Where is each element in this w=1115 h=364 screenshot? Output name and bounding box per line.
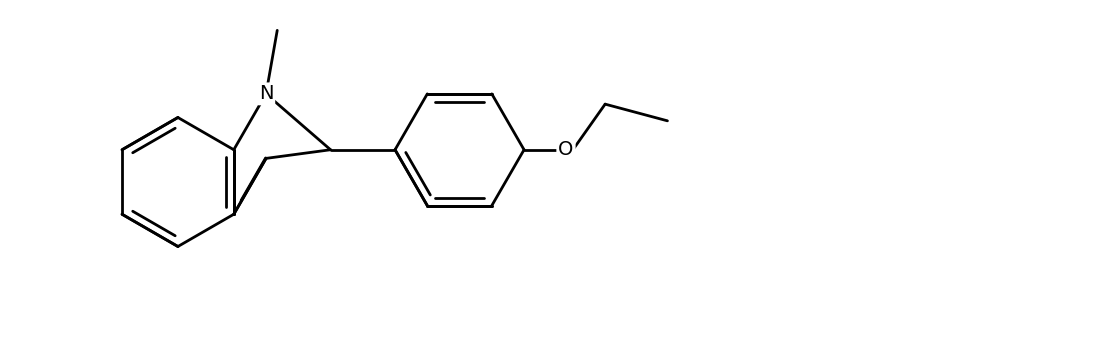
Text: O: O (559, 140, 573, 159)
Text: N: N (259, 84, 273, 103)
